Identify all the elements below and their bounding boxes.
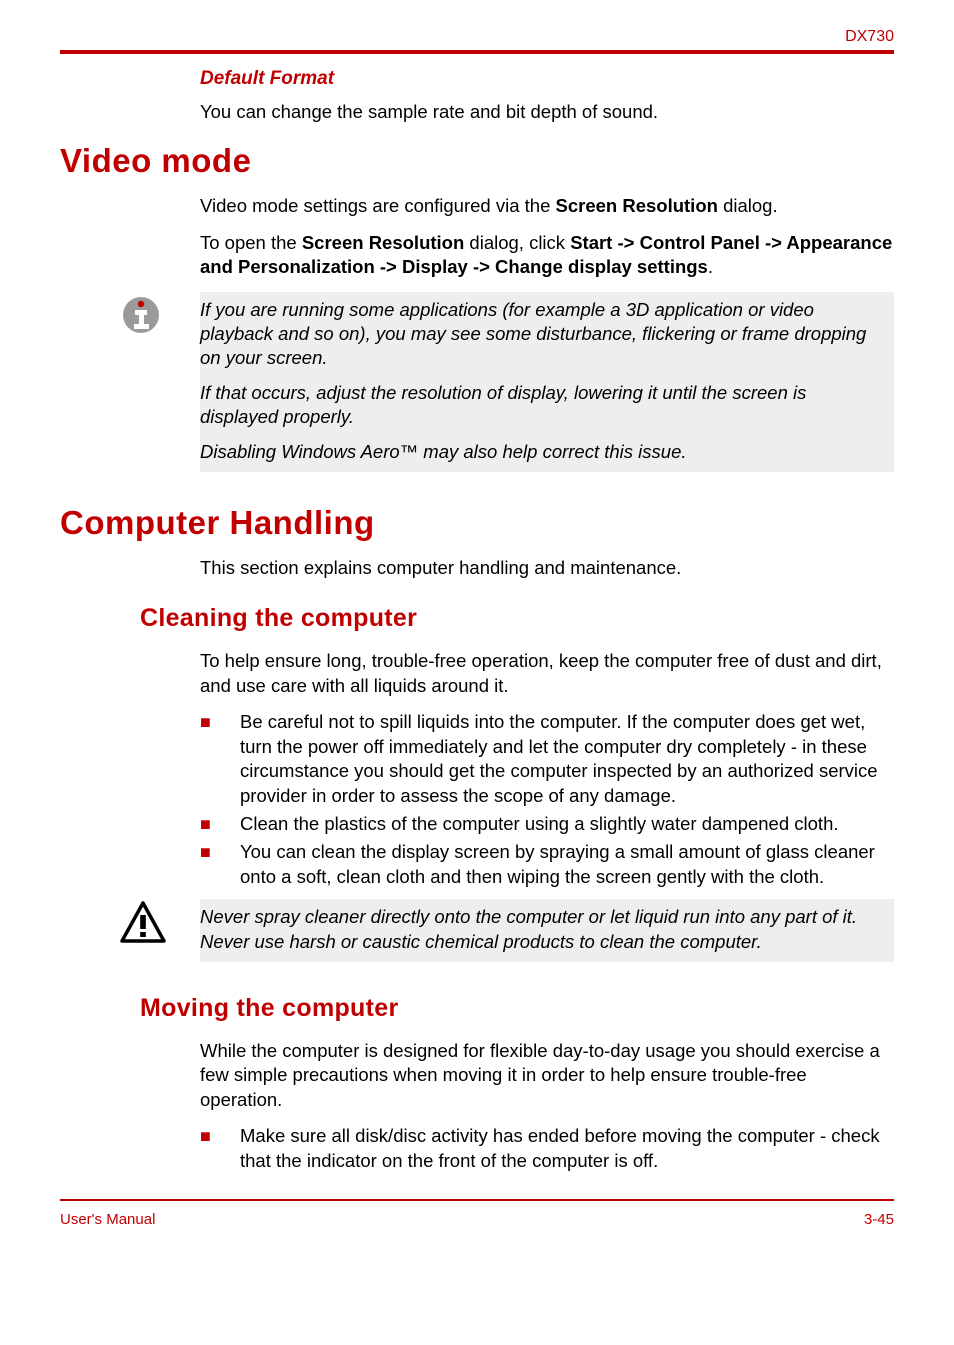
- info-note-block: If you are running some applications (fo…: [60, 292, 894, 472]
- warning-note-text: Never spray cleaner directly onto the co…: [200, 899, 894, 962]
- heading-computer-handling: Computer Handling: [60, 504, 894, 542]
- warning-icon: [120, 901, 166, 943]
- footer-rule: [60, 1199, 894, 1201]
- cleaning-bullet-list: ■Be careful not to spill liquids into th…: [200, 710, 894, 889]
- moving-bullet-list: ■Make sure all disk/disc activity has en…: [200, 1124, 894, 1173]
- note-icon-column: [60, 899, 200, 948]
- text: .: [708, 256, 713, 277]
- header-rule: [60, 50, 894, 54]
- text: dialog, click: [464, 232, 570, 253]
- bold-text: Screen Resolution: [302, 232, 464, 253]
- text: dialog.: [718, 195, 778, 216]
- bullet-text: You can clean the display screen by spra…: [240, 840, 894, 889]
- info-note-text: If you are running some applications (fo…: [200, 292, 894, 472]
- note-p1: If you are running some applications (fo…: [200, 298, 886, 371]
- list-item: ■Make sure all disk/disc activity has en…: [200, 1124, 894, 1173]
- note-p2: If that occurs, adjust the resolution of…: [200, 381, 886, 430]
- footer-right: 3-45: [864, 1211, 894, 1228]
- warning-note-block: Never spray cleaner directly onto the co…: [60, 899, 894, 962]
- bold-text: Screen Resolution: [556, 195, 718, 216]
- bullet-icon: ■: [200, 840, 240, 864]
- heading-moving: Moving the computer: [140, 994, 894, 1023]
- cleaning-intro: To help ensure long, trouble-free operat…: [200, 649, 894, 698]
- list-item: ■Clean the plastics of the computer usin…: [200, 812, 894, 836]
- bullet-text: Be careful not to spill liquids into the…: [240, 710, 894, 808]
- header-model: DX730: [60, 28, 894, 46]
- moving-intro: While the computer is designed for flexi…: [200, 1039, 894, 1112]
- text: To open the: [200, 232, 302, 253]
- note-p3: Disabling Windows Aero™ may also help co…: [200, 440, 886, 464]
- video-mode-p1: Video mode settings are configured via t…: [200, 194, 894, 218]
- note-icon-column: [60, 292, 200, 341]
- text: Video mode settings are configured via t…: [200, 195, 556, 216]
- computer-handling-intro: This section explains computer handling …: [200, 556, 894, 580]
- bullet-text: Make sure all disk/disc activity has end…: [240, 1124, 894, 1173]
- heading-default-format: Default Format: [200, 68, 894, 90]
- video-mode-p2: To open the Screen Resolution dialog, cl…: [200, 231, 894, 280]
- info-icon: [120, 294, 162, 336]
- footer-row: User's Manual 3-45: [60, 1211, 894, 1234]
- list-item: ■Be careful not to spill liquids into th…: [200, 710, 894, 808]
- default-format-body: You can change the sample rate and bit d…: [200, 100, 894, 124]
- bullet-text: Clean the plastics of the computer using…: [240, 812, 894, 836]
- heading-cleaning: Cleaning the computer: [140, 604, 894, 633]
- warning-text: Never spray cleaner directly onto the co…: [200, 905, 886, 954]
- bullet-icon: ■: [200, 812, 240, 836]
- list-item: ■You can clean the display screen by spr…: [200, 840, 894, 889]
- footer-left: User's Manual: [60, 1211, 155, 1228]
- bullet-icon: ■: [200, 1124, 240, 1148]
- bullet-icon: ■: [200, 710, 240, 734]
- heading-video-mode: Video mode: [60, 142, 894, 180]
